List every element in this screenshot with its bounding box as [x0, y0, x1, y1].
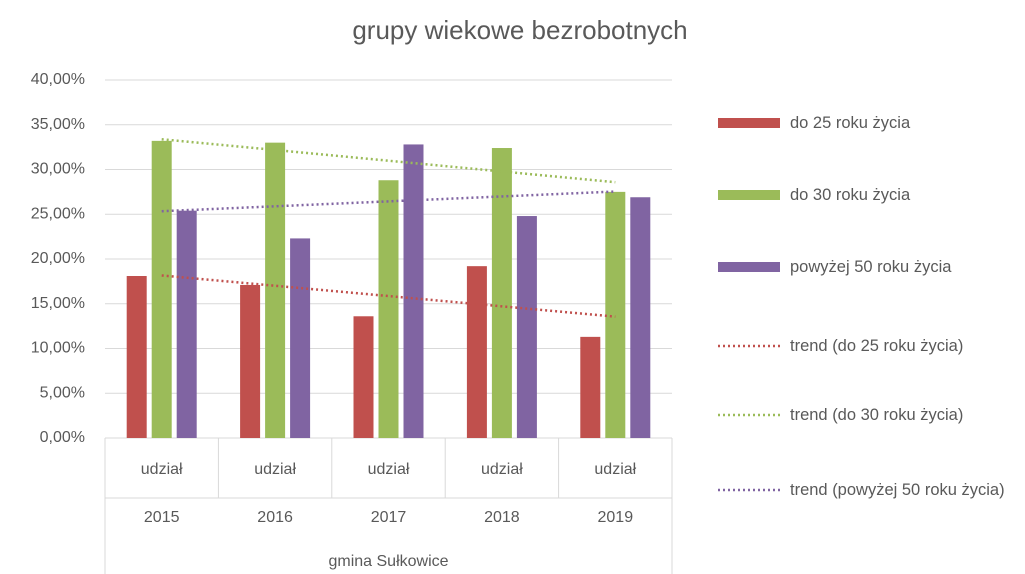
x-tick-label: 2018: [484, 509, 520, 526]
chart-title: grupy wiekowe bezrobotnych: [352, 15, 687, 45]
x-tick-label: 2017: [371, 509, 407, 526]
bar: [403, 144, 424, 438]
bar: [126, 276, 147, 438]
bar: [176, 210, 197, 438]
bar: [580, 336, 601, 438]
group-label: gmina Sułkowice: [328, 553, 448, 570]
category-sublabel: udział: [481, 461, 523, 478]
x-tick-label: 2019: [598, 509, 634, 526]
y-tick-label: 35,00%: [31, 116, 85, 133]
legend-label: do 25 roku życia: [790, 114, 911, 132]
y-tick-label: 25,00%: [31, 205, 85, 222]
legend-swatch: [718, 118, 780, 128]
legend-label: trend (do 25 roku życia): [790, 337, 964, 355]
y-tick-label: 0,00%: [40, 429, 85, 446]
category-sublabel: udział: [594, 461, 636, 478]
legend-swatch: [718, 262, 780, 272]
trendline: [161, 138, 616, 184]
bar: [491, 148, 512, 438]
x-tick-label: 2015: [144, 509, 180, 526]
y-tick-label: 30,00%: [31, 161, 85, 178]
bar: [240, 284, 261, 438]
bar: [605, 191, 626, 438]
y-tick-label: 5,00%: [40, 384, 85, 401]
bar: [630, 197, 651, 438]
legend-label: trend (do 30 roku życia): [790, 406, 964, 424]
legend-label: trend (powyżej 50 roku życia): [790, 481, 1005, 499]
y-tick-label: 10,00%: [31, 340, 85, 357]
category-sublabel: udział: [141, 461, 183, 478]
legend-swatch: [718, 190, 780, 200]
bar: [378, 180, 399, 439]
legend-label: do 30 roku życia: [790, 186, 911, 204]
trendline: [161, 274, 616, 318]
bar: [516, 216, 537, 438]
category-sublabel: udział: [254, 461, 296, 478]
trendline: [161, 190, 616, 213]
legend-label: powyżej 50 roku życia: [790, 258, 952, 276]
bar: [265, 142, 286, 438]
bar: [353, 316, 374, 438]
y-tick-label: 15,00%: [31, 295, 85, 312]
category-sublabel: udział: [368, 461, 410, 478]
x-tick-label: 2016: [257, 509, 293, 526]
bar: [151, 140, 172, 439]
bar: [290, 238, 311, 438]
bar: [466, 266, 487, 438]
y-tick-label: 40,00%: [31, 71, 85, 88]
y-tick-label: 20,00%: [31, 250, 85, 267]
